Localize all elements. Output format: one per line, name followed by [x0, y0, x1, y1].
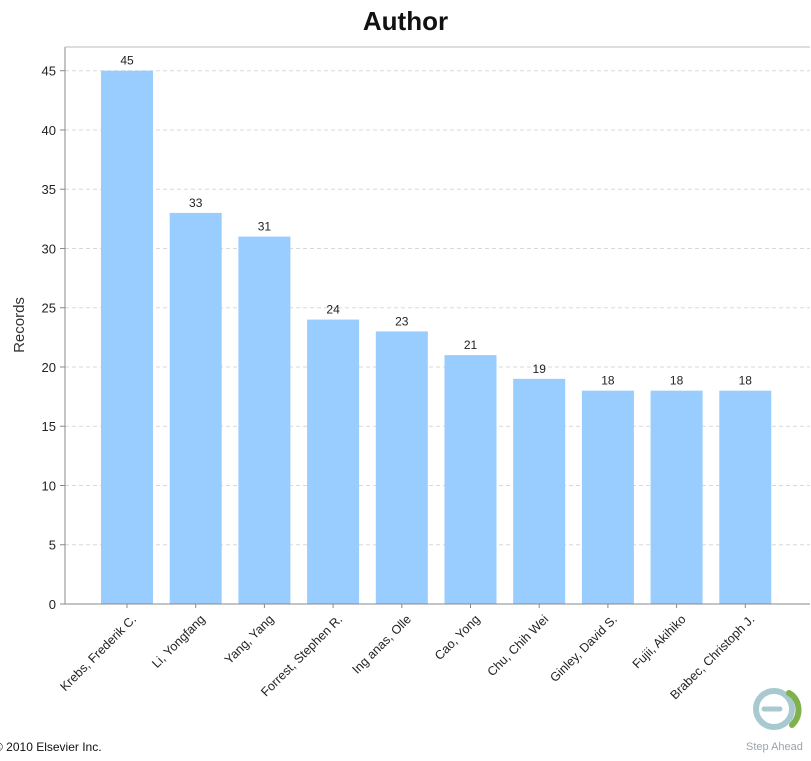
- bar: [719, 390, 772, 604]
- bar-value-label: 18: [601, 374, 615, 388]
- gridlines: [65, 70, 810, 546]
- y-tick-label: 25: [42, 301, 56, 316]
- y-tick-label: 5: [49, 538, 56, 553]
- bar: [444, 355, 497, 604]
- y-tick-label: 0: [49, 597, 56, 612]
- x-tick-label: Ginley, David S.: [547, 612, 620, 685]
- bar: [581, 390, 634, 604]
- bar: [169, 212, 222, 604]
- bar-value-label: 33: [189, 196, 203, 210]
- x-tick-label: Ing anas, Olle: [349, 612, 413, 676]
- bar-value-label: 31: [258, 220, 272, 234]
- bar-value-label: 21: [464, 338, 478, 352]
- bar-value-label: 18: [739, 374, 753, 388]
- bar: [375, 331, 428, 604]
- bars: [101, 70, 772, 605]
- bar: [513, 378, 566, 604]
- x-tick-label: Cao, Yong: [432, 612, 483, 663]
- y-tick-label: 40: [42, 123, 56, 138]
- bar-value-label: 45: [120, 54, 134, 68]
- y-tick-label: 45: [42, 64, 56, 79]
- y-axis-label: Records: [11, 297, 28, 353]
- y-tick-label: 10: [42, 478, 56, 493]
- x-tick-label: Li, Yongfang: [149, 612, 208, 671]
- bar: [650, 390, 703, 604]
- x-tick-label: Chu, Chih Wei: [485, 612, 552, 679]
- x-tick-label: Krebs, Frederik C.: [58, 612, 140, 694]
- bar: [238, 236, 291, 605]
- chart-title: Author: [362, 6, 449, 36]
- y-tick-label: 15: [42, 419, 56, 434]
- copyright-text: © 2010 Elsevier Inc.: [0, 740, 102, 754]
- y-tick-label: 30: [42, 241, 56, 256]
- x-tick-label: Fujii, Akihiko: [630, 612, 689, 671]
- bar-value-label: 24: [326, 303, 340, 317]
- bar: [101, 70, 153, 604]
- bar-value-label: 19: [533, 362, 547, 376]
- x-tick-label: Yang, Yang: [222, 612, 277, 667]
- axes: 0 5 10 15 20 25 30 35 40 45: [42, 46, 810, 612]
- logo-tagline: Step Ahead: [746, 741, 803, 753]
- y-tick-label: 20: [42, 360, 56, 375]
- elsevier-e-logo-icon: [742, 685, 811, 761]
- bar-value-label: 23: [395, 314, 409, 328]
- bar: [307, 319, 360, 604]
- y-tick-label: 35: [42, 182, 56, 197]
- bar-value-label: 18: [670, 374, 684, 388]
